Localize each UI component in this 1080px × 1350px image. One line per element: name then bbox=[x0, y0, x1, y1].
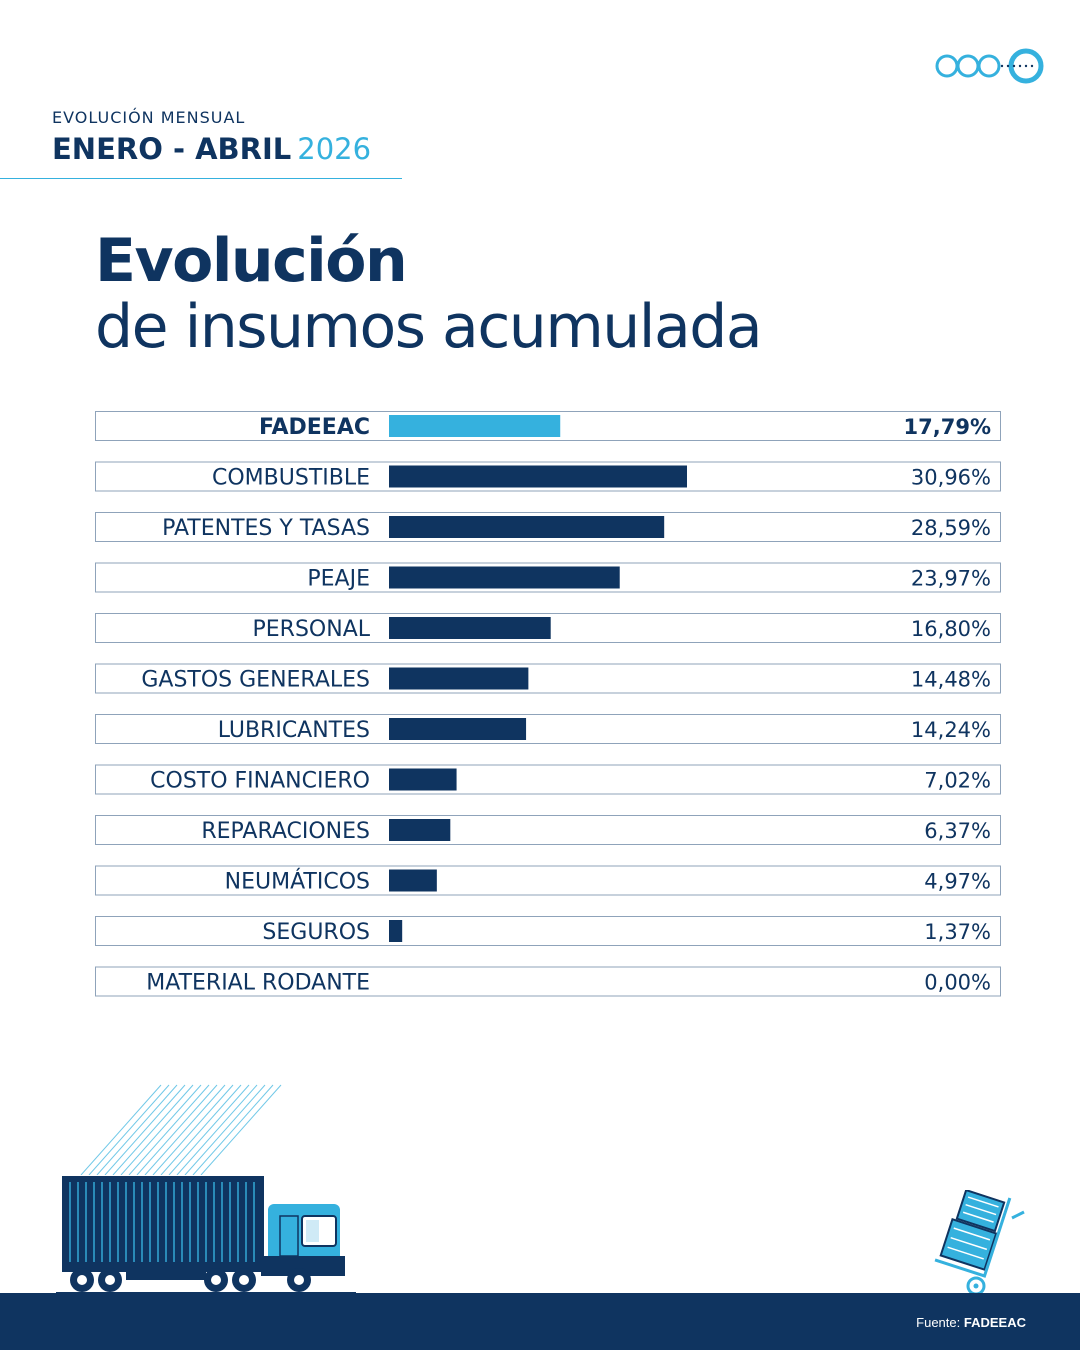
header-kicker: EVOLUCIÓN MENSUAL bbox=[52, 108, 246, 127]
row-frame bbox=[95, 714, 1001, 744]
hand-truck-icon bbox=[934, 1190, 1025, 1296]
category-label: COMBUSTIBLE bbox=[212, 466, 370, 491]
period-year: 2026 bbox=[297, 132, 372, 166]
header-period: ENERO - ABRIL 2026 bbox=[52, 132, 371, 166]
category-label: PEAJE bbox=[307, 567, 370, 592]
value-label: 30,96% bbox=[911, 466, 991, 490]
value-label: 28,59% bbox=[911, 516, 991, 540]
category-label: GASTOS GENERALES bbox=[141, 668, 370, 693]
row-frame bbox=[95, 512, 1001, 542]
category-label: LUBRICANTES bbox=[218, 718, 370, 743]
period-months: ENERO - ABRIL bbox=[52, 132, 292, 166]
source-value: FADEEAC bbox=[963, 1315, 1026, 1330]
row-frame bbox=[95, 764, 1001, 795]
value-label: 1,37% bbox=[924, 920, 991, 944]
title-line-2: de insumos acumulada bbox=[95, 292, 763, 362]
source-label: Fuente: bbox=[916, 1315, 961, 1330]
bar bbox=[389, 516, 665, 538]
category-label: PATENTES Y TASAS bbox=[162, 516, 370, 541]
value-label: 17,79% bbox=[904, 415, 991, 439]
value-label: 14,48% bbox=[911, 668, 991, 692]
category-label: FADEEAC bbox=[259, 415, 370, 440]
row-frame bbox=[95, 865, 1001, 896]
bar bbox=[389, 667, 529, 690]
bar bbox=[389, 819, 451, 841]
row-frame bbox=[95, 815, 1001, 845]
row-frame bbox=[95, 562, 1001, 593]
logo-icon bbox=[935, 48, 1044, 84]
bar bbox=[389, 920, 403, 942]
bar bbox=[389, 617, 551, 639]
category-label: SEGUROS bbox=[262, 920, 370, 945]
row-frame bbox=[95, 916, 1001, 946]
value-label: 7,02% bbox=[924, 769, 991, 793]
row-frame bbox=[95, 663, 1001, 694]
bar bbox=[389, 465, 687, 488]
row-frame bbox=[95, 613, 1001, 643]
bar bbox=[389, 566, 620, 589]
category-label: COSTO FINANCIERO bbox=[150, 769, 370, 794]
truck-icon bbox=[56, 1084, 356, 1294]
category-label: PERSONAL bbox=[253, 617, 371, 642]
row-frame bbox=[95, 461, 1001, 492]
footer-bar bbox=[0, 1293, 1080, 1350]
bar bbox=[389, 768, 457, 791]
header-divider bbox=[0, 178, 402, 179]
category-label: NEUMÁTICOS bbox=[225, 869, 370, 895]
value-label: 0,00% bbox=[924, 971, 991, 995]
bar bbox=[389, 415, 561, 437]
bar bbox=[389, 869, 437, 892]
title-line-1: Evolución bbox=[95, 226, 408, 296]
value-label: 23,97% bbox=[911, 567, 991, 591]
row-frame bbox=[95, 966, 1001, 997]
bar bbox=[389, 718, 527, 740]
category-label: REPARACIONES bbox=[201, 819, 370, 844]
category-label: MATERIAL RODANTE bbox=[146, 971, 370, 996]
value-label: 14,24% bbox=[911, 718, 991, 742]
value-label: 6,37% bbox=[924, 819, 991, 843]
row-frame bbox=[95, 411, 1001, 441]
value-label: 4,97% bbox=[924, 870, 991, 894]
source-note: Fuente: FADEEAC bbox=[916, 1315, 1026, 1330]
value-label: 16,80% bbox=[911, 617, 991, 641]
page-title: Evolución de insumos acumulada bbox=[95, 226, 763, 362]
